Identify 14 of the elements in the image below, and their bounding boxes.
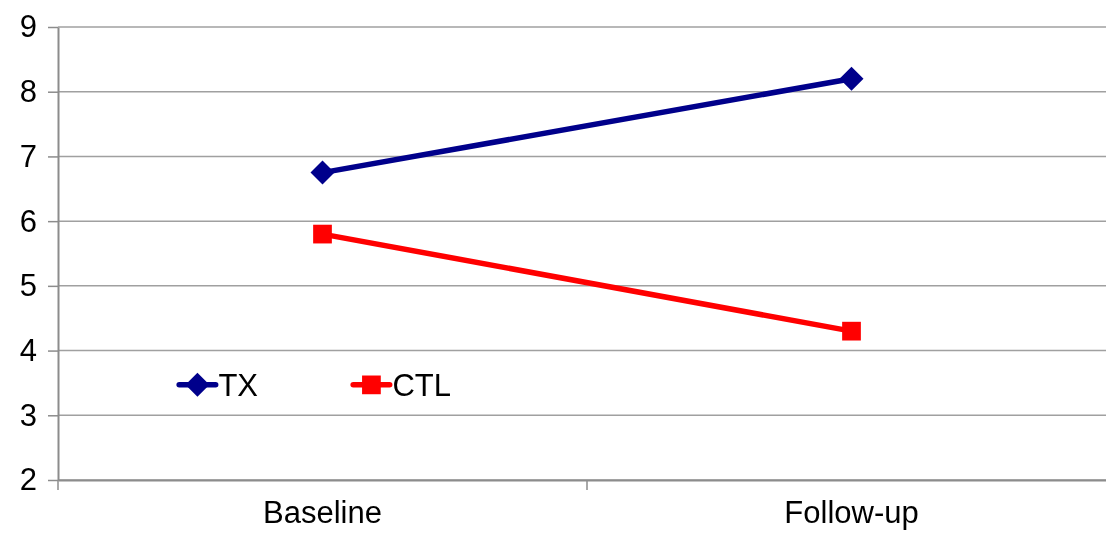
point — [313, 224, 332, 244]
x-tick-label: Baseline — [263, 495, 382, 531]
y-tick-label: 2 — [19, 462, 37, 498]
point — [842, 321, 861, 341]
legend-label: CTL — [392, 368, 451, 404]
y-tick-label: 9 — [19, 9, 37, 45]
legend-label: TX — [218, 368, 259, 404]
y-tick-label: 6 — [19, 203, 37, 239]
y-tick-label: 3 — [19, 397, 37, 433]
y-tick-label: 8 — [19, 74, 37, 110]
y-tick-label: 7 — [19, 138, 37, 174]
y-tick-label: 4 — [19, 332, 37, 368]
y-tick-label: 5 — [19, 268, 37, 304]
x-tick-label: Follow-up — [784, 495, 919, 531]
